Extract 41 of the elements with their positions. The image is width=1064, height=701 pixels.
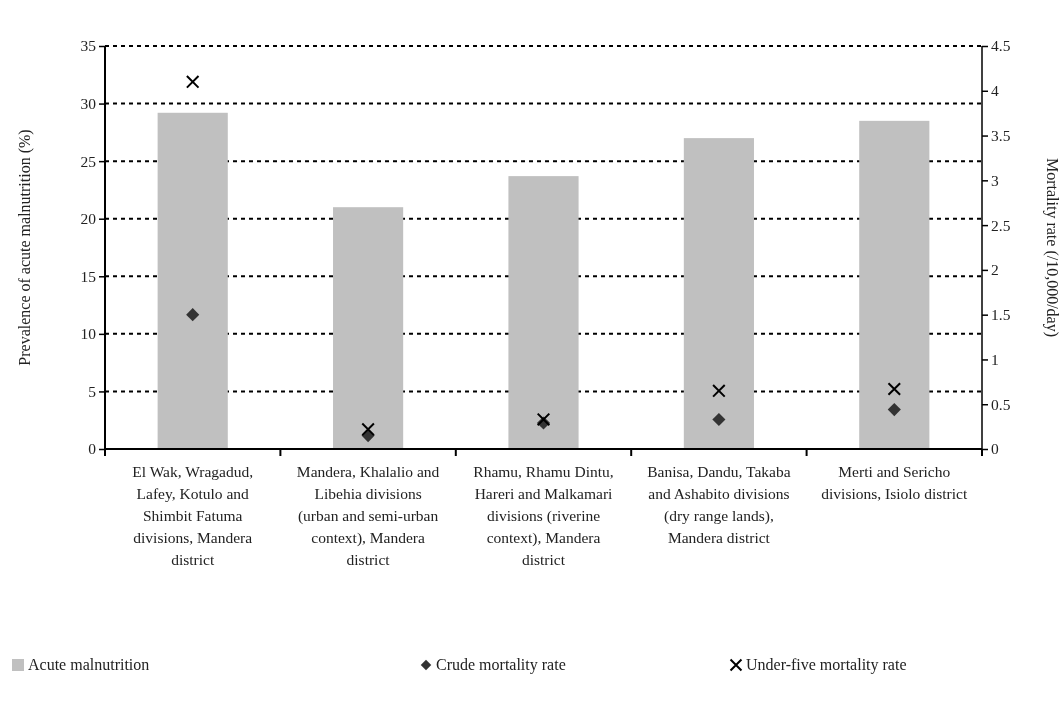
y2-tick-label: 4.5 bbox=[991, 37, 1011, 55]
legend-label: Acute malnutrition bbox=[28, 656, 150, 673]
y-tick-label: 25 bbox=[80, 152, 97, 170]
point bbox=[887, 403, 901, 417]
point bbox=[361, 422, 375, 437]
point bbox=[887, 382, 902, 396]
legend-label: Crude mortality rate bbox=[436, 656, 566, 674]
y-tick-label: 10 bbox=[80, 325, 97, 343]
y2-tick-label: 2 bbox=[991, 261, 999, 279]
x-tick-label: Merti and Sericho divisions, Isiolo district bbox=[821, 463, 968, 502]
bar bbox=[683, 138, 754, 449]
y2-tick-label: 0 bbox=[991, 440, 999, 458]
y2-tick-label: 1.5 bbox=[991, 306, 1011, 324]
x-tick-label: Rhamu, Rhamu Dintu, Hareri and Malkamari divisions (riverine context), Mandera district bbox=[473, 463, 614, 568]
y2-axis-title: Mortality rate (/10,000/day) bbox=[1043, 157, 1061, 338]
y-tick-label: 0 bbox=[88, 440, 97, 458]
y-tick-label: 20 bbox=[80, 210, 97, 228]
x-tick-label: Banisa, Dandu, Takaba and Ashabito divisions (dry range lands), Mandera district bbox=[647, 463, 791, 546]
point bbox=[712, 383, 726, 398]
point bbox=[536, 412, 551, 427]
bar bbox=[333, 207, 404, 449]
y-tick-label: 30 bbox=[80, 95, 97, 113]
point bbox=[712, 412, 726, 427]
legend-label: Under-five mortality rate bbox=[746, 656, 907, 674]
y2-tick-label: 3.5 bbox=[991, 127, 1011, 145]
y2-tick-label: 0.5 bbox=[991, 395, 1011, 413]
y2-tick-label: 1 bbox=[991, 350, 999, 368]
y-tick-label: 5 bbox=[88, 382, 97, 400]
y-tick-label: 15 bbox=[80, 267, 97, 285]
bar bbox=[508, 176, 579, 449]
y2-tick-label: 2.5 bbox=[991, 216, 1011, 234]
bar bbox=[157, 112, 228, 449]
bar bbox=[859, 120, 930, 449]
y2-tick-label: 3 bbox=[991, 171, 999, 189]
y2-tick-label: 4 bbox=[991, 82, 999, 100]
y-axis-title: Prevalence of acute malnutrition (%) bbox=[16, 129, 34, 366]
x-tick-label: El Wak, Wragadud, Lafey, Kotulo and Shimbit Fatuma divisions, Mandera district bbox=[132, 463, 254, 568]
point bbox=[185, 75, 200, 89]
x-tick-label: Mandera, Khalalio and Libehia divisions (urban and semi-urban context), Mandera district bbox=[296, 463, 440, 568]
y-tick-label: 35 bbox=[80, 37, 97, 55]
point bbox=[186, 308, 200, 322]
